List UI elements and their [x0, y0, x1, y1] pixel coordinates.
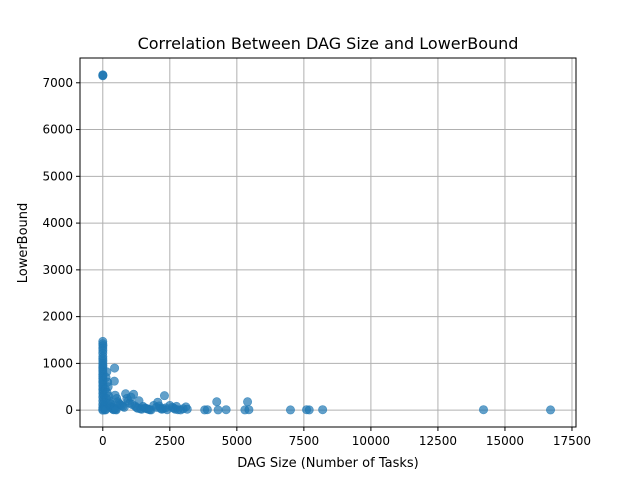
- data-point: [182, 404, 192, 414]
- data-point: [285, 405, 295, 415]
- x-tick-label: 15000: [486, 434, 524, 448]
- x-tick-label: 10000: [352, 434, 390, 448]
- data-point: [243, 397, 253, 407]
- data-point: [109, 376, 119, 386]
- y-tick-label: 6000: [42, 123, 73, 137]
- data-point: [110, 363, 120, 373]
- x-tick-label: 5000: [222, 434, 253, 448]
- data-point: [304, 405, 314, 415]
- data-point: [98, 70, 108, 80]
- y-tick-label: 2000: [42, 310, 73, 324]
- plot-frame: [79, 57, 577, 428]
- data-point: [318, 405, 328, 415]
- data-point: [221, 405, 231, 415]
- y-tick-label: 3000: [42, 263, 73, 277]
- data-point: [212, 397, 222, 407]
- x-tick-label: 0: [99, 434, 107, 448]
- data-point: [546, 405, 556, 415]
- x-tick-label: 7500: [289, 434, 320, 448]
- y-tick-label: 7000: [42, 76, 73, 90]
- y-tick-label: 1000: [42, 356, 73, 370]
- data-point: [129, 389, 139, 399]
- x-tick-label: 12500: [419, 434, 457, 448]
- data-point: [479, 405, 489, 415]
- y-axis-label: LowerBound: [16, 203, 31, 284]
- data-point: [202, 405, 212, 415]
- y-tick-label: 4000: [42, 216, 73, 230]
- chart-title: Correlation Between DAG Size and LowerBo…: [138, 34, 519, 53]
- data-point: [244, 405, 254, 415]
- points-layer: [98, 70, 556, 415]
- ticks-layer: 0 2500 5000 7500 10000 12500 15000 17500 0 1000 20…: [42, 76, 591, 448]
- y-tick-label: 0: [65, 403, 73, 417]
- x-tick-label: 2500: [155, 434, 186, 448]
- y-tick-label: 5000: [42, 169, 73, 183]
- data-point: [213, 405, 223, 415]
- x-axis-label: DAG Size (Number of Tasks): [237, 456, 418, 471]
- x-tick-label: 17500: [553, 434, 591, 448]
- data-point: [159, 391, 169, 401]
